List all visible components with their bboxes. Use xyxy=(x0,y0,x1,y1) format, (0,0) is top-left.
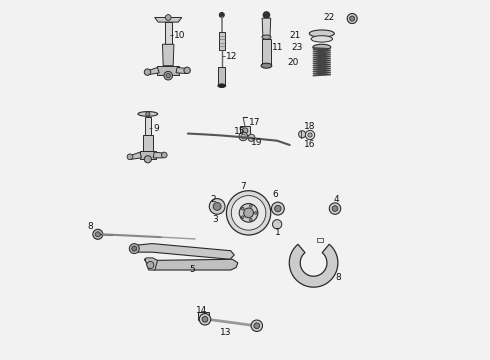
Text: 19: 19 xyxy=(251,138,263,147)
Text: 4: 4 xyxy=(334,195,339,204)
Polygon shape xyxy=(262,39,271,65)
Text: 14: 14 xyxy=(196,306,207,315)
Ellipse shape xyxy=(218,84,226,87)
Polygon shape xyxy=(130,152,142,159)
Ellipse shape xyxy=(309,30,334,37)
Text: 1: 1 xyxy=(275,228,281,237)
Circle shape xyxy=(251,320,263,332)
Circle shape xyxy=(220,13,224,18)
Circle shape xyxy=(93,229,103,239)
Text: 3: 3 xyxy=(212,215,218,224)
Text: 10: 10 xyxy=(173,31,185,40)
Circle shape xyxy=(144,156,151,163)
Polygon shape xyxy=(145,117,151,135)
Circle shape xyxy=(146,112,150,116)
Circle shape xyxy=(226,191,270,235)
Circle shape xyxy=(161,152,167,158)
Circle shape xyxy=(271,202,284,215)
Text: 2: 2 xyxy=(210,195,216,204)
Polygon shape xyxy=(176,67,188,73)
Circle shape xyxy=(350,16,355,21)
Text: 23: 23 xyxy=(292,43,303,52)
Text: 16: 16 xyxy=(304,140,316,149)
Circle shape xyxy=(347,14,357,23)
Polygon shape xyxy=(218,67,225,85)
Circle shape xyxy=(147,261,154,269)
Polygon shape xyxy=(262,18,270,36)
Polygon shape xyxy=(198,312,209,320)
Circle shape xyxy=(132,246,137,251)
Circle shape xyxy=(254,323,260,329)
Text: 17: 17 xyxy=(248,118,260,127)
Circle shape xyxy=(129,244,139,253)
Polygon shape xyxy=(144,259,238,270)
Text: 13: 13 xyxy=(220,328,231,337)
Polygon shape xyxy=(155,18,182,22)
Circle shape xyxy=(127,154,133,159)
Circle shape xyxy=(298,131,306,138)
Text: 8: 8 xyxy=(335,273,341,282)
Text: 15: 15 xyxy=(234,127,245,136)
Circle shape xyxy=(242,216,244,219)
Text: 21: 21 xyxy=(289,31,300,40)
Text: 22: 22 xyxy=(324,13,335,22)
Text: 6: 6 xyxy=(273,190,279,199)
Circle shape xyxy=(96,232,100,237)
Text: 20: 20 xyxy=(287,58,298,67)
Text: 11: 11 xyxy=(272,42,284,51)
Circle shape xyxy=(249,204,252,207)
Circle shape xyxy=(249,219,252,221)
Polygon shape xyxy=(240,126,250,135)
Text: 7: 7 xyxy=(241,181,246,190)
Ellipse shape xyxy=(313,44,331,50)
Circle shape xyxy=(305,130,315,140)
Circle shape xyxy=(332,206,338,211)
Text: 8: 8 xyxy=(87,222,93,231)
Circle shape xyxy=(308,133,312,137)
Circle shape xyxy=(275,205,281,212)
Text: 5: 5 xyxy=(190,265,196,274)
Circle shape xyxy=(213,203,221,210)
Circle shape xyxy=(166,73,171,78)
Circle shape xyxy=(231,195,266,230)
Circle shape xyxy=(263,12,270,18)
Circle shape xyxy=(272,220,282,229)
Circle shape xyxy=(329,203,341,214)
Polygon shape xyxy=(289,244,338,287)
Polygon shape xyxy=(147,67,159,75)
Circle shape xyxy=(242,207,244,210)
Circle shape xyxy=(244,208,253,218)
Circle shape xyxy=(239,132,247,141)
Polygon shape xyxy=(132,244,234,259)
Circle shape xyxy=(239,203,258,222)
Circle shape xyxy=(165,15,171,20)
Polygon shape xyxy=(165,22,172,44)
Polygon shape xyxy=(163,44,174,66)
Circle shape xyxy=(202,316,208,322)
Polygon shape xyxy=(140,152,156,158)
Circle shape xyxy=(144,69,151,75)
Circle shape xyxy=(201,315,206,320)
Text: 12: 12 xyxy=(226,51,238,60)
Polygon shape xyxy=(157,66,179,75)
Ellipse shape xyxy=(261,63,272,68)
Circle shape xyxy=(209,199,225,214)
Polygon shape xyxy=(317,238,322,242)
Circle shape xyxy=(184,67,190,73)
Polygon shape xyxy=(145,258,157,270)
Polygon shape xyxy=(143,135,153,152)
Circle shape xyxy=(199,314,211,325)
Circle shape xyxy=(164,71,172,80)
Ellipse shape xyxy=(311,36,333,42)
Ellipse shape xyxy=(262,35,271,39)
Text: 9: 9 xyxy=(153,124,159,133)
Polygon shape xyxy=(153,152,164,158)
Text: 18: 18 xyxy=(304,122,316,131)
Circle shape xyxy=(254,212,257,214)
Circle shape xyxy=(248,134,255,141)
Polygon shape xyxy=(219,32,224,50)
Ellipse shape xyxy=(138,112,158,116)
Circle shape xyxy=(242,128,248,134)
